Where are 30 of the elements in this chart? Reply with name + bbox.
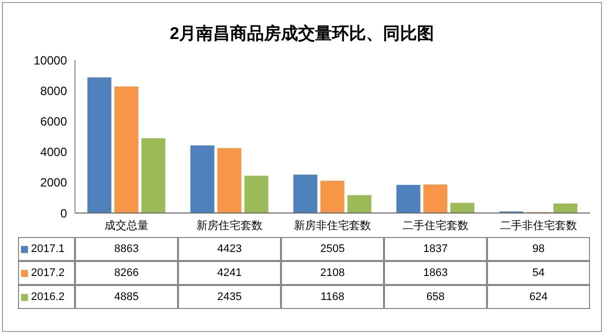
data-label: 4241: [178, 261, 281, 285]
data-label: 8863: [75, 237, 178, 261]
data-label: 98: [487, 237, 590, 261]
x-tick-label: 二手非住宅套数: [500, 218, 577, 232]
x-tick-label: 成交总量: [104, 218, 148, 232]
x-tick-label: 新房住宅套数: [196, 218, 262, 232]
legend-label: 2016.2: [31, 291, 65, 303]
data-label: 658: [384, 285, 487, 309]
data-label: 4423: [178, 237, 281, 261]
data-label: 624: [487, 285, 590, 309]
y-tick-label: 8000: [40, 84, 68, 98]
y-tick-label: 10000: [34, 53, 68, 68]
data-label: 1863: [384, 261, 487, 285]
data-label: 2108: [281, 261, 384, 285]
data-label: 2505: [281, 237, 384, 261]
data-label: 4885: [75, 285, 178, 309]
legend-label: 2017.1: [31, 243, 65, 255]
x-tick-label: 二手住宅套数: [402, 218, 468, 232]
y-tick-label: 4000: [40, 145, 68, 160]
y-tick-label: 6000: [40, 114, 68, 128]
chart-title: 2月南昌商品房成交量环比、同比图: [168, 23, 436, 45]
data-label: 1837: [384, 237, 487, 261]
data-label: 2435: [178, 285, 281, 309]
data-label: 54: [487, 261, 590, 285]
x-tick-label: 新房非住宅套数: [294, 218, 371, 232]
data-label: 1168: [281, 285, 384, 309]
y-tick-label: 0: [60, 206, 68, 220]
y-tick-label: 2000: [40, 176, 68, 190]
legend-label: 2017.2: [31, 267, 65, 279]
data-label: 8266: [75, 261, 178, 285]
